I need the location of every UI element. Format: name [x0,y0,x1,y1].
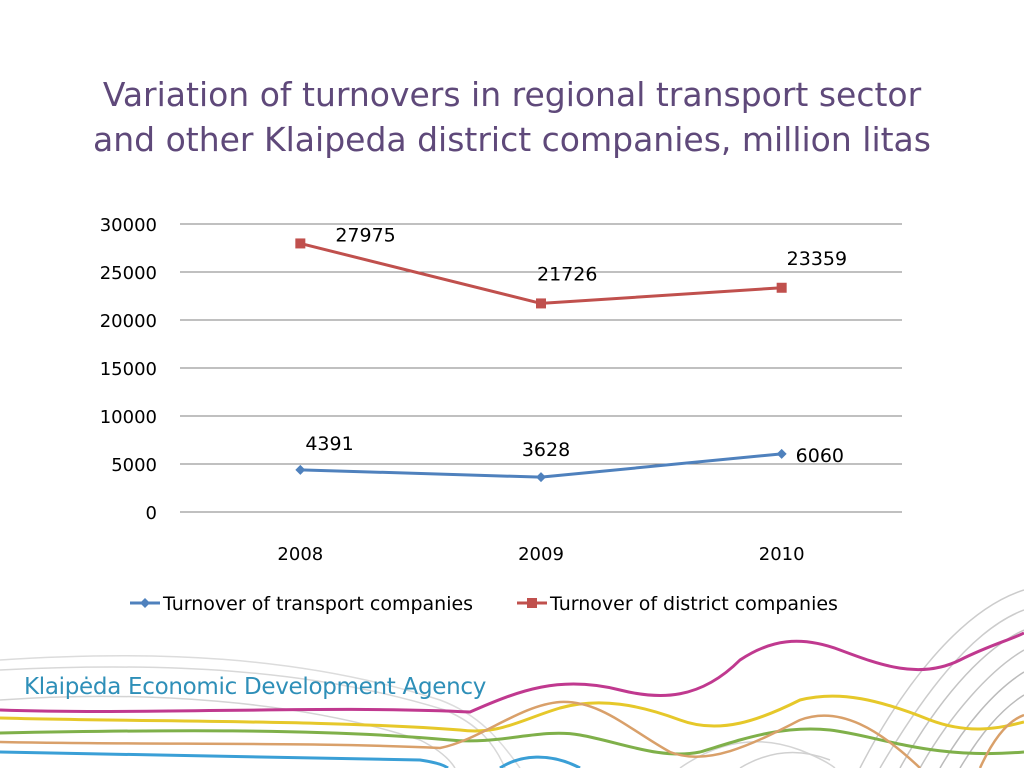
data-label: 27975 [335,224,395,246]
gridlines [180,223,902,513]
y-tick-label: 10000 [100,407,157,428]
data-point [776,282,787,293]
data-label: 21726 [537,263,597,285]
data-label: 23359 [787,248,847,270]
decorative-waves [0,589,1024,768]
y-tick-label: 30000 [100,215,157,236]
data-label: 6060 [796,445,844,467]
x-tick-label: 2008 [277,544,323,565]
data-point [536,472,546,483]
data-point [295,238,306,249]
x-tick-label: 2010 [759,544,805,565]
series-layer [295,238,787,483]
data-point [295,464,306,475]
chart-legend: Turnover of transport companies Turnover … [130,593,838,615]
agency-brand-text: Klaipėda Economic Development Agency [24,674,487,700]
y-tick-label: 0 [146,503,157,524]
legend-marker [527,598,537,608]
data-label: 3628 [522,439,570,461]
legend-label: Turnover of district companies [549,593,838,615]
data-labels: 4391 3628 6060 27975 21726 23359 [305,224,847,466]
data-point [776,448,787,459]
x-axis-ticks: 2008 2009 2010 [277,544,804,565]
x-tick-label: 2009 [518,544,564,565]
slide-title-line-1: Variation of turnovers in regional trans… [102,75,922,114]
y-tick-label: 5000 [111,455,157,476]
y-axis-ticks: 0 5000 10000 15000 20000 25000 30000 [100,215,157,524]
data-label: 4391 [305,433,353,455]
slide-title-line-2: and other Klaipeda district companies, m… [93,120,931,159]
y-tick-label: 25000 [100,263,157,284]
legend-marker [140,598,150,608]
y-tick-label: 15000 [100,359,157,380]
y-tick-label: 20000 [100,311,157,332]
slide-title: Variation of turnovers in regional trans… [0,72,1024,162]
data-point [536,298,546,309]
legend-label: Turnover of transport companies [162,593,473,615]
